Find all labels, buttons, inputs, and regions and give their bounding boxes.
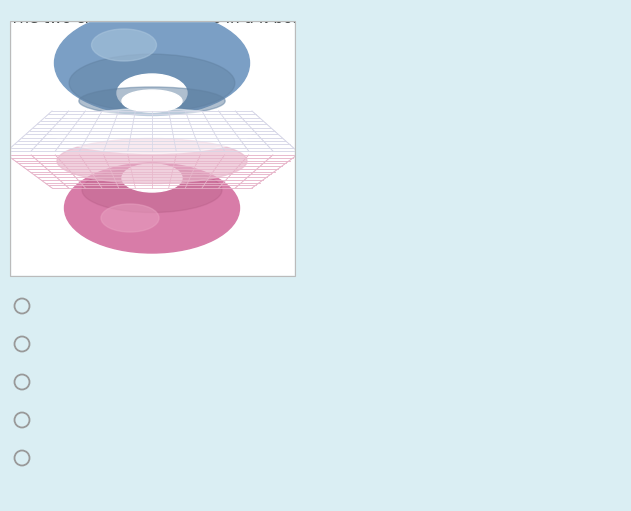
Circle shape (15, 298, 30, 314)
Ellipse shape (79, 87, 225, 115)
Text: Three bonds with six electrons: Three bonds with six electrons (68, 411, 302, 427)
Ellipse shape (69, 54, 235, 112)
Ellipse shape (82, 168, 222, 213)
Text: Two bonds with four electrons: Two bonds with four electrons (68, 336, 297, 351)
Ellipse shape (64, 163, 240, 253)
Ellipse shape (54, 11, 249, 115)
Ellipse shape (117, 74, 187, 112)
Circle shape (15, 412, 30, 428)
Text: d.: d. (38, 411, 52, 427)
Ellipse shape (122, 90, 182, 112)
Circle shape (15, 451, 30, 466)
Text: One bond with two electrons: One bond with two electrons (68, 374, 288, 388)
Ellipse shape (122, 164, 182, 192)
Text: Three bonds with three electrons: Three bonds with three electrons (68, 450, 322, 464)
Text: c.: c. (38, 374, 51, 388)
Text: b.: b. (38, 336, 52, 351)
Ellipse shape (91, 29, 156, 61)
FancyBboxPatch shape (10, 21, 295, 276)
Ellipse shape (52, 108, 252, 153)
Text: e.: e. (38, 450, 52, 464)
Text: Select one:: Select one: (10, 283, 96, 298)
Circle shape (15, 337, 30, 352)
Text: Two bonds with two electrons: Two bonds with two electrons (68, 297, 294, 313)
Text: The two clouds of electrons in a π-bond (shown below) represent __________: The two clouds of electrons in a π-bond … (10, 11, 587, 27)
Ellipse shape (101, 204, 159, 232)
Ellipse shape (57, 138, 247, 183)
Text: a.: a. (38, 297, 52, 313)
Circle shape (15, 375, 30, 389)
